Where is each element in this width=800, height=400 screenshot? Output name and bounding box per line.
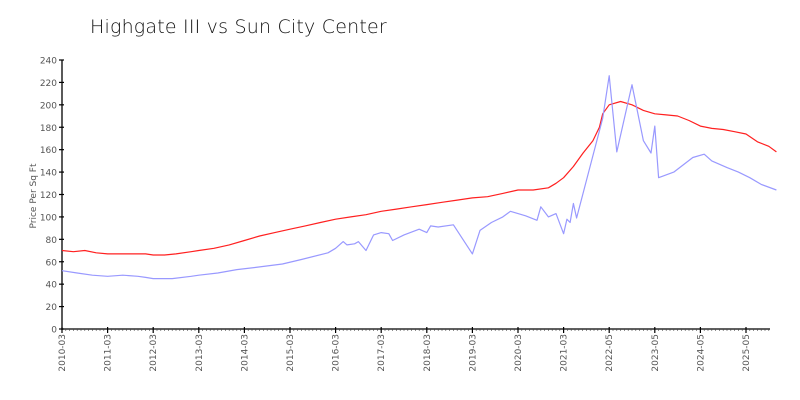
series-line-highgate-iii [61,75,777,280]
y-tick-label: 20 [46,303,58,313]
y-axis: 0 20 40 60 80 100 120 140 160 180 200 220 240 [40,57,64,336]
y-tick-label: 140 [40,169,57,179]
y-tick-label: 60 [46,258,58,268]
x-tick-label: 2017-03 [377,334,387,372]
x-tick-label: 2018-03 [423,334,433,372]
y-tick-label: 220 [40,79,57,89]
y-tick-label: 240 [40,57,57,67]
x-tick-label: 2024-05 [696,334,706,372]
x-axis: 2010-03 2011-03 2012-03 2013-03 2014-03 2015-… [58,327,770,372]
y-tick-label: 0 [51,326,57,336]
y-axis-title: Price Per Sq Ft [29,163,39,228]
x-tick-label: 2020-03 [514,334,524,372]
y-tick-label: 200 [40,101,57,111]
y-tick-label: 180 [40,124,57,134]
x-tick-label: 2013-03 [195,334,205,372]
y-tick-label: 160 [40,146,57,156]
x-tick-label: 2021-03 [560,334,570,372]
series-lines [61,75,777,280]
y-tick-label: 100 [40,213,57,223]
x-tick-label: 2016-03 [332,334,342,372]
x-tick-label: 2011-03 [104,334,114,372]
x-tick-label: 2022-05 [605,334,615,372]
x-tick-label: 2010-03 [58,334,68,372]
y-tick-label: 40 [46,281,58,291]
series-line-sun-city-center [61,100,777,256]
x-tick-label: 2015-03 [286,334,296,372]
x-tick-label: 2025-05 [742,334,752,372]
x-tick-label: 2019-03 [468,334,478,372]
y-tick-label: 80 [46,236,58,246]
x-tick-label: 2023-05 [651,334,661,372]
chart-title: Highgate III vs Sun City Center [90,16,387,38]
x-tick-label: 2014-03 [240,334,250,372]
y-tick-label: 120 [40,191,57,201]
x-tick-label: 2012-03 [149,334,159,372]
